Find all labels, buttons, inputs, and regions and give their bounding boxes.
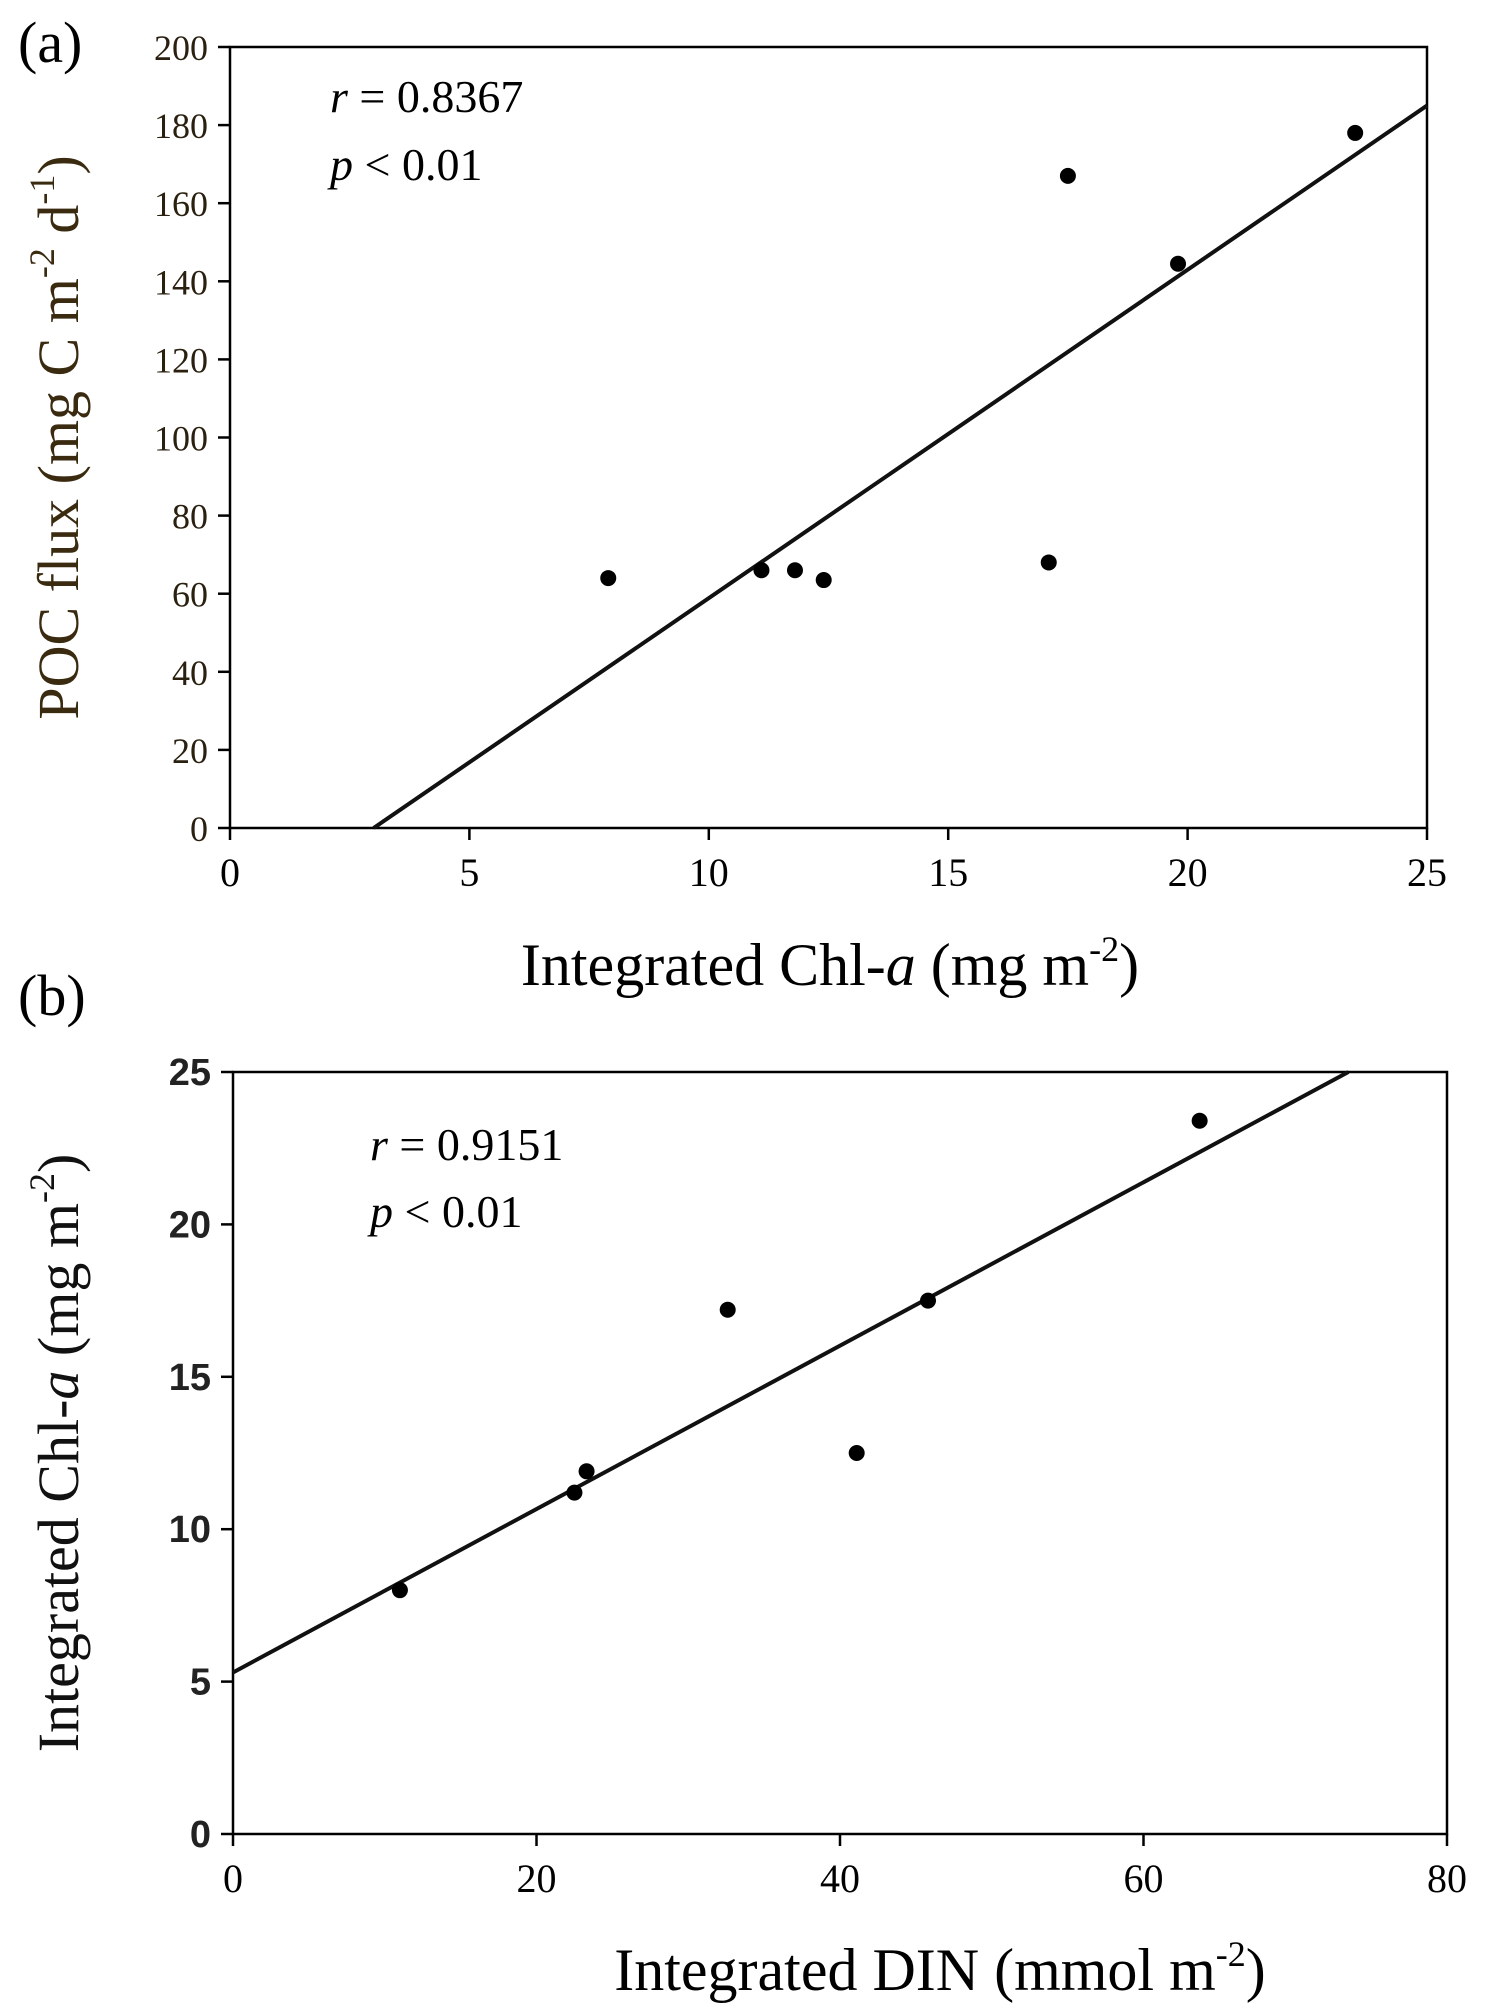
- panel-a: (a) 0 5 10 15 20 25 0 20 40 60 80 100 120 140 160 180 200…: [18, 10, 1447, 998]
- x-tick-label: 25: [1407, 850, 1447, 895]
- panel-label: (b): [18, 963, 86, 1028]
- data-point: [786, 562, 803, 579]
- r-annotation: r = 0.8367: [330, 71, 523, 122]
- label-part: -2: [22, 248, 62, 278]
- x-tick-label: 80: [1427, 1856, 1467, 1901]
- label-part: r: [330, 71, 349, 122]
- data-point: [1059, 167, 1076, 184]
- y-tick-label: 10: [169, 1509, 211, 1551]
- x-axis-label: Integrated DIN (mmol m-2): [614, 1934, 1265, 2003]
- label-part: -2: [22, 1173, 62, 1203]
- x-tick-label: 5: [459, 850, 479, 895]
- y-tick-label: 80: [172, 497, 208, 537]
- y-axis-label: Integrated Chl-a (mg m-2): [22, 1154, 91, 1753]
- label-part: ): [26, 155, 91, 174]
- label-part: ): [1119, 932, 1139, 998]
- x-tick-label: 60: [1124, 1856, 1164, 1901]
- label-part: Integrated Chl-: [521, 932, 886, 998]
- p-annotation: p < 0.01: [327, 139, 482, 190]
- data-point: [920, 1292, 937, 1309]
- data-point: [848, 1445, 865, 1461]
- label-part: < 0.01: [393, 1186, 522, 1237]
- label-part: = 0.8367: [348, 71, 523, 122]
- label-part: = 0.9151: [388, 1119, 563, 1170]
- label-part: p: [367, 1186, 393, 1237]
- data-point: [1347, 124, 1364, 141]
- x-tick-label: 0: [220, 850, 240, 895]
- label-part: (mg m: [916, 932, 1089, 998]
- data-point: [391, 1582, 408, 1599]
- x-axis-label: Integrated Chl-a (mg m-2): [521, 929, 1139, 998]
- y-tick-label: 25: [169, 1052, 211, 1094]
- x-tick-label: 15: [928, 850, 968, 895]
- data-point: [566, 1484, 583, 1501]
- label-part: ): [26, 1154, 91, 1173]
- panel-label: (a): [18, 10, 82, 75]
- label-part: -2: [1089, 929, 1119, 969]
- label-part: ): [1246, 1937, 1266, 2003]
- data-point: [719, 1301, 736, 1318]
- regression-line: [372, 103, 1429, 830]
- regression-line: [232, 1070, 1350, 1675]
- panel-b: (b) 0 20 40 60 80 0 5 10 15 20 25 r = 0.9151 p < 0.01…: [18, 963, 1467, 2003]
- label-part: r: [370, 1119, 389, 1170]
- y-tick-label: 60: [172, 575, 208, 615]
- label-part: -1: [22, 175, 62, 205]
- x-tick-label: 40: [820, 1856, 860, 1901]
- y-tick-label: 200: [154, 28, 208, 68]
- y-tick-label: 5: [190, 1662, 211, 1704]
- x-tick-label: 0: [223, 1856, 243, 1901]
- p-annotation: p < 0.01: [367, 1186, 522, 1237]
- y-tick-label: 0: [190, 1814, 211, 1856]
- label-part: POC flux (mg C m: [26, 278, 91, 720]
- x-tick-label: 20: [1168, 850, 1208, 895]
- data-point: [578, 1463, 595, 1480]
- y-axis-label: POC flux (mg C m-2 d-1): [22, 155, 91, 719]
- y-tick-label: 0: [190, 809, 208, 849]
- data-point: [1170, 255, 1187, 272]
- label-part: Integrated Chl-: [26, 1400, 91, 1753]
- data-point: [600, 570, 617, 587]
- label-part: d: [26, 205, 91, 249]
- y-tick-label: 140: [154, 262, 208, 302]
- y-tick-label: 100: [154, 419, 208, 459]
- data-point: [815, 572, 832, 589]
- label-part: p: [327, 139, 353, 190]
- y-tick-label: 180: [154, 106, 208, 146]
- label-part: -2: [1216, 1934, 1246, 1974]
- x-tick-label: 10: [689, 850, 729, 895]
- r-annotation: r = 0.9151: [370, 1119, 563, 1170]
- label-part: a: [26, 1371, 91, 1400]
- y-tick-label: 20: [172, 731, 208, 771]
- data-point: [753, 562, 770, 579]
- x-tick-label: 20: [517, 1856, 557, 1901]
- y-tick-label: 20: [169, 1204, 211, 1246]
- y-tick-label: 160: [154, 184, 208, 224]
- data-point: [1040, 554, 1057, 571]
- label-part: < 0.01: [353, 139, 482, 190]
- label-part: (mg m: [26, 1203, 91, 1371]
- y-tick-label: 15: [169, 1357, 211, 1399]
- data-point: [1191, 1112, 1208, 1129]
- y-tick-label: 40: [172, 653, 208, 693]
- label-part: Integrated DIN (mmol m: [614, 1937, 1216, 2003]
- label-part: a: [886, 932, 916, 998]
- y-tick-label: 120: [154, 340, 208, 380]
